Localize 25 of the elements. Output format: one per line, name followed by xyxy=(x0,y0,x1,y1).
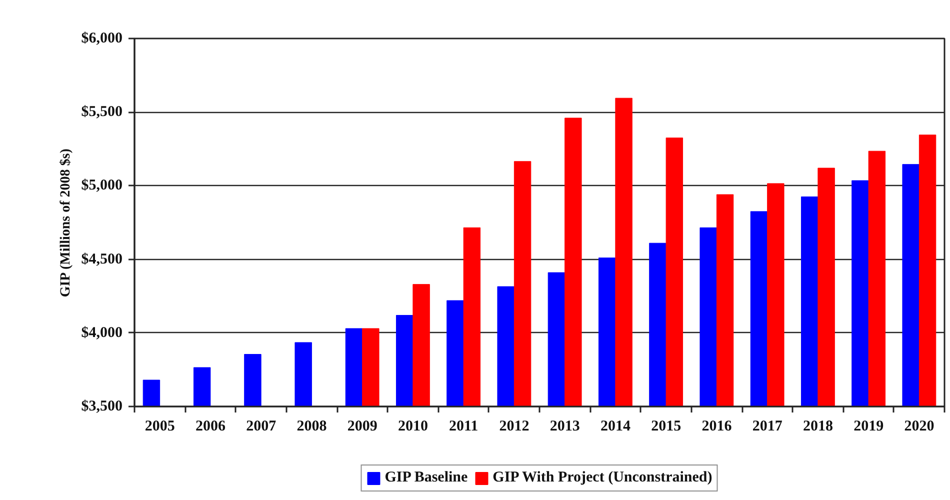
y-tick-label: $3,500 xyxy=(81,398,122,414)
x-tick-label: 2011 xyxy=(448,418,478,434)
x-tick-label: 2007 xyxy=(246,418,277,434)
x-tick-label: 2012 xyxy=(499,418,530,434)
y-tick-label: $6,000 xyxy=(81,30,122,46)
y-tick-label: $5,000 xyxy=(81,178,122,194)
x-tick-label: 2010 xyxy=(398,418,428,434)
legend-label: GIP With Project (Unconstrained) xyxy=(492,470,712,486)
x-tick-label: 2016 xyxy=(702,418,732,434)
x-tick-label: 2006 xyxy=(195,418,226,434)
x-tick-label: 2017 xyxy=(752,418,783,434)
y-tick-label: $4,500 xyxy=(81,251,122,268)
x-tick-label: 2005 xyxy=(144,418,175,434)
legend-label: GIP Baseline xyxy=(384,470,468,486)
x-tick-label: 2014 xyxy=(600,418,631,434)
x-tick-label: 2020 xyxy=(904,418,934,434)
x-tick-label: 2008 xyxy=(296,418,327,434)
x-tick-label: 2015 xyxy=(651,418,682,434)
y-tick-label: $5,500 xyxy=(81,104,122,120)
x-tick-label: 2019 xyxy=(854,418,884,434)
x-tick-label: 2009 xyxy=(347,418,378,434)
x-tick-label: 2013 xyxy=(550,418,580,434)
y-axis-title: GIP (Millions of 2008 $s) xyxy=(58,148,74,298)
x-tick-label: 2018 xyxy=(802,418,833,434)
y-tick-label: $4,000 xyxy=(81,324,122,341)
